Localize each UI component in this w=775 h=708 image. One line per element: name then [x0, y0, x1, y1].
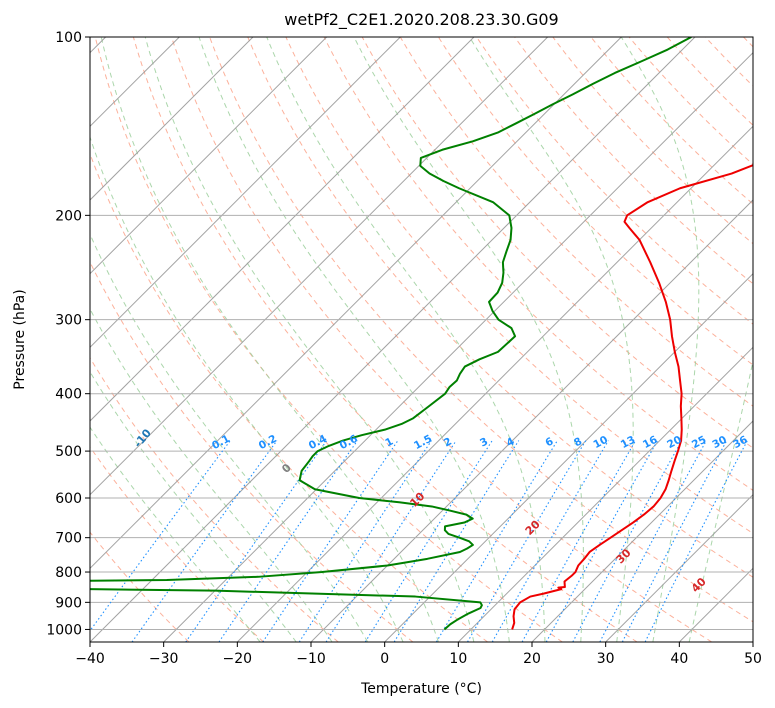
- mixing-ratio-line: [218, 440, 358, 642]
- plot-frame: [89, 36, 754, 643]
- plot-area: [90, 37, 753, 642]
- isotherm: [90, 37, 549, 496]
- moist-adiabat: [144, 37, 475, 642]
- dry-adiabat: [247, 37, 753, 578]
- mixing-ratio-line: [185, 440, 328, 642]
- x-tick-label: 10: [449, 651, 467, 667]
- y-tick-label: 800: [55, 565, 82, 581]
- mixing-ratio-line: [545, 440, 659, 642]
- y-tick-label: 100: [55, 30, 82, 46]
- isotherm: [236, 125, 753, 642]
- moist-adiabat: [90, 233, 369, 642]
- x-axis-label: Temperature (°C): [360, 681, 482, 697]
- x-tick-label: 20: [523, 651, 541, 667]
- moist-adiabat: [266, 37, 546, 642]
- y-tick-label: 200: [55, 208, 82, 224]
- mixing-ratio-line: [262, 440, 399, 642]
- dry-adiabat: [285, 37, 753, 535]
- mixing-ratio-line: [131, 440, 278, 642]
- y-tick-label: 1000: [46, 622, 82, 638]
- y-tick-label: 700: [55, 531, 82, 547]
- isotherm: [90, 37, 622, 570]
- isotherm: [90, 37, 401, 349]
- y-tick-label: 400: [55, 387, 82, 403]
- axes: −40 −30 −20 −10 0 10 20 30 40 50 1000 900 800 700 600 5…: [46, 30, 762, 667]
- moist-adiabat: [100, 37, 439, 642]
- x-tick-label: 40: [670, 651, 688, 667]
- mixing-ratio-line: [521, 440, 637, 642]
- isotherm: [163, 51, 753, 642]
- x-tick-label: −20: [223, 651, 253, 667]
- dry-adiabat: [90, 356, 339, 642]
- moist-adiabat: [90, 370, 297, 642]
- mixing-ratio-line: [325, 440, 457, 642]
- mixing-ratio-line: [364, 440, 493, 642]
- y-tick-label: 900: [55, 595, 82, 611]
- x-tick-label: 0: [380, 651, 389, 667]
- dry-adiabat: [399, 37, 753, 407]
- mixing-ratio-line: [572, 440, 683, 642]
- profile-lines: [90, 37, 753, 631]
- y-tick-label: 500: [55, 444, 82, 460]
- dewpoint-profile: [90, 37, 692, 631]
- y-tick-label: 600: [55, 491, 82, 507]
- mixing-ratio-line: [90, 440, 231, 632]
- x-tick-label: 50: [744, 651, 762, 667]
- mixing-ratio-line: [298, 440, 432, 642]
- moist-adiabat: [90, 135, 404, 642]
- temperature-profile: [511, 164, 753, 630]
- isotherm: [90, 37, 696, 642]
- dry-adiabat: [90, 531, 190, 642]
- isotherm: [531, 420, 753, 642]
- y-tick-label: 300: [55, 313, 82, 329]
- x-tick-label: −40: [75, 651, 105, 667]
- y-axis-label: Pressure (hPa): [12, 289, 28, 389]
- x-tick-label: −30: [149, 651, 179, 667]
- mixing-ratio-line: [644, 440, 748, 642]
- x-tick-label: −10: [296, 651, 326, 667]
- x-tick-label: 30: [597, 651, 615, 667]
- isotherm: [605, 493, 753, 642]
- mixing-ratio-line: [467, 440, 587, 642]
- isotherm: [90, 37, 254, 201]
- dry-adiabat: [438, 37, 753, 366]
- dry-adiabat: [90, 260, 414, 642]
- dry-adiabat: [94, 37, 563, 642]
- moist-adiabat: [90, 426, 261, 642]
- dry-adiabat: [209, 37, 753, 623]
- chart-title: wetPf2_C2E1.2020.208.23.30.G09: [284, 10, 558, 30]
- mixing-ratio-line: [435, 440, 558, 642]
- isotherm: [90, 37, 475, 422]
- isotherm: [310, 199, 753, 642]
- moist-adiabat: [353, 37, 584, 642]
- mixing-ratio-line: [393, 440, 520, 642]
- moist-adiabat: [620, 37, 700, 642]
- isotherm: [90, 37, 328, 275]
- dry-adiabat: [323, 37, 753, 491]
- dry-adiabat: [132, 37, 638, 642]
- isotherm: [384, 272, 753, 642]
- isotherm: [457, 346, 753, 642]
- background-grid: [90, 37, 753, 642]
